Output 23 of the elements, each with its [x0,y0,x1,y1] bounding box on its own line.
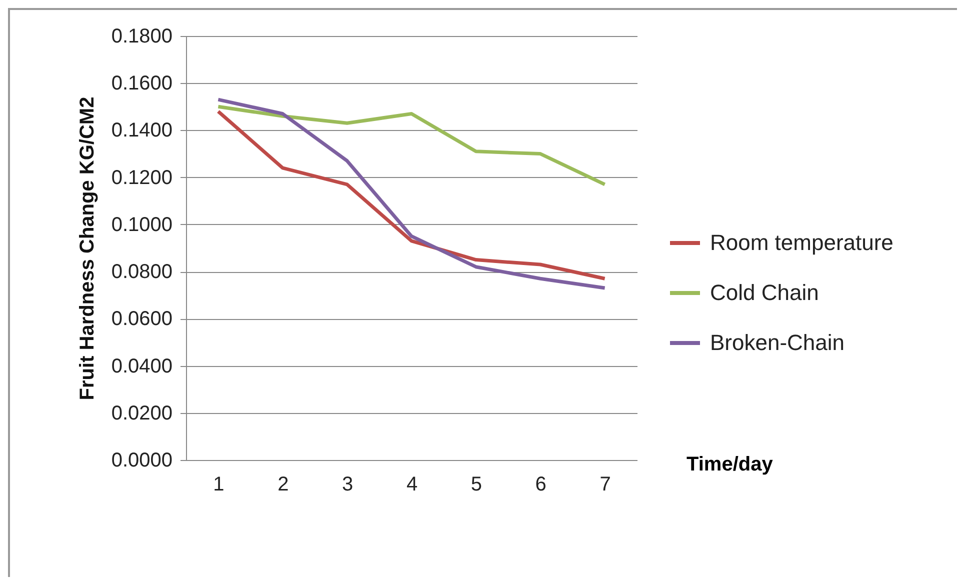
y-axis-title: Fruit Hardness Change KG/CM2 [76,96,98,400]
y-tick-label: 0.1400 [111,120,172,142]
x-axis-title: Time/day [686,454,774,476]
legend-label: Broken-Chain [710,330,845,355]
y-tick-label: 0.1800 [111,26,172,48]
y-tick-label: 0.1000 [111,214,172,236]
legend-label: Room temperature [710,230,894,255]
x-tick-label: 2 [278,474,289,496]
y-tick-label: 0.0400 [111,355,172,378]
y-tick-label: 0.0800 [111,261,172,284]
y-tick-label: 0.0200 [111,402,172,424]
x-tick-label: 3 [342,474,354,496]
x-tick-label: 7 [600,474,611,496]
legend-label: Cold Chain [710,280,819,305]
line-series [216,104,607,186]
y-tick-label: 0.1600 [111,72,172,95]
y-tick-label: 0.1200 [111,166,172,189]
x-tick-label: 4 [406,474,418,496]
x-tick-label: 5 [470,474,482,496]
x-tick-label: 1 [213,474,224,496]
y-tick-label: 0.0000 [111,450,172,472]
x-tick-label: 6 [535,474,546,496]
y-tick-label: 0.0600 [111,308,172,330]
